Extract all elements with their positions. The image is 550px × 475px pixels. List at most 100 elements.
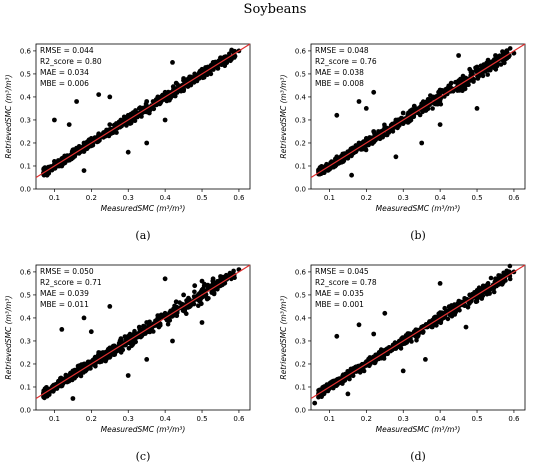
data-point — [465, 305, 471, 310]
data-point — [476, 285, 482, 290]
x-tick-label: 0.5 — [471, 415, 482, 423]
x-axis-label: MeasuredSMC (m³/m³) — [101, 204, 186, 213]
y-tick-label: 0.5 — [20, 70, 31, 78]
panel-caption: (d) — [410, 450, 426, 463]
data-point — [485, 72, 490, 77]
x-tick-label: 0.1 — [49, 194, 60, 202]
data-point — [88, 329, 94, 335]
stat-label: MBE = 0.008 — [315, 79, 364, 88]
data-point — [52, 159, 57, 164]
data-point — [430, 106, 435, 111]
y-tick-label: 0.3 — [295, 337, 306, 345]
data-point — [170, 60, 175, 65]
data-point — [493, 276, 498, 282]
plot-frame — [35, 264, 251, 411]
x-tick-label: 0.2 — [361, 194, 372, 202]
y-axis-label: RetrievedSMC (m³/m³) — [4, 74, 13, 158]
data-point — [78, 372, 83, 378]
y-tick-label: 0.2 — [295, 139, 306, 147]
one-to-one-line — [35, 43, 251, 179]
data-point — [70, 147, 76, 153]
data-point — [165, 321, 171, 327]
data-point — [218, 274, 223, 279]
data-point — [488, 275, 494, 281]
y-tick-label: 0.3 — [20, 116, 31, 124]
stat-label: R2_score = 0.76 — [315, 57, 377, 66]
y-tick-label: 0.4 — [295, 93, 307, 101]
stat-label: R2_score = 0.78 — [315, 278, 377, 287]
data-point — [107, 122, 113, 127]
data-point — [380, 133, 386, 138]
y-tick-label: 0.1 — [295, 162, 306, 170]
data-point — [356, 322, 362, 328]
x-tick-label: 0.2 — [361, 415, 372, 423]
data-point — [229, 48, 235, 54]
data-point — [417, 112, 423, 118]
y-tick-label: 0.5 — [295, 70, 306, 78]
data-point — [504, 56, 510, 61]
stat-label: RMSE = 0.050 — [40, 267, 94, 276]
data-point — [356, 99, 362, 104]
data-point — [194, 78, 200, 84]
data-point — [112, 343, 117, 349]
y-axis-label: RetrievedSMC (m³/m³) — [4, 295, 13, 379]
y-tick-label: 0.6 — [20, 268, 32, 276]
stat-label: MBE = 0.011 — [40, 300, 89, 309]
scatter-panel-b: 0.1 0.2 0.3 0.4 0.5 0.6 0.0 0.1 0.2 0.3 0.4 0.5 0.6 M… — [279, 43, 526, 242]
data-point — [360, 146, 365, 152]
data-point — [457, 88, 462, 93]
data-point — [96, 131, 102, 137]
data-point — [407, 337, 413, 343]
data-point — [334, 383, 339, 388]
data-point — [44, 393, 50, 399]
data-point — [136, 106, 142, 111]
data-point — [474, 106, 480, 111]
x-tick-label: 0.2 — [86, 194, 97, 202]
data-point — [181, 292, 187, 298]
data-point — [400, 368, 406, 374]
data-point — [437, 281, 443, 286]
data-point — [192, 283, 198, 289]
y-tick-label: 0.0 — [20, 407, 31, 415]
data-point — [356, 140, 362, 146]
data-point — [206, 296, 211, 301]
data-point — [434, 323, 439, 328]
data-point — [480, 73, 486, 79]
data-point — [132, 328, 137, 334]
x-tick-label: 0.6 — [233, 194, 245, 202]
data-point — [125, 112, 131, 118]
data-point — [66, 122, 72, 127]
data-point — [382, 310, 388, 316]
data-point — [463, 83, 469, 88]
data-point — [200, 288, 206, 293]
data-point — [371, 331, 377, 337]
data-point — [445, 85, 451, 90]
data-point — [155, 94, 161, 100]
scatter-panel-d: 0.1 0.2 0.3 0.4 0.5 0.6 0.0 0.1 0.2 0.3 0.4 0.5 0.6 M… — [279, 263, 526, 463]
y-tick-label: 0.1 — [20, 383, 31, 391]
data-point — [493, 53, 498, 58]
data-point — [199, 66, 205, 72]
data-point — [334, 154, 340, 160]
data-point — [228, 57, 233, 63]
x-tick-label: 0.4 — [435, 194, 447, 202]
data-point — [480, 283, 486, 289]
stat-label: MAE = 0.039 — [40, 289, 89, 298]
data-point — [44, 172, 50, 178]
y-tick-label: 0.1 — [295, 383, 306, 391]
data-point — [215, 279, 220, 284]
x-tick-label: 0.4 — [160, 194, 172, 202]
data-point — [449, 313, 455, 319]
data-point — [345, 391, 351, 397]
stat-label: RMSE = 0.045 — [315, 267, 369, 276]
data-point — [463, 324, 469, 330]
data-point — [467, 66, 473, 72]
data-point — [162, 276, 168, 282]
data-point — [155, 313, 161, 318]
data-point — [371, 89, 377, 95]
data-point — [437, 122, 443, 127]
data-point — [42, 387, 47, 393]
y-tick-label: 0.0 — [295, 186, 306, 194]
y-tick-label: 0.4 — [295, 314, 307, 322]
one-to-one-line — [35, 264, 251, 400]
